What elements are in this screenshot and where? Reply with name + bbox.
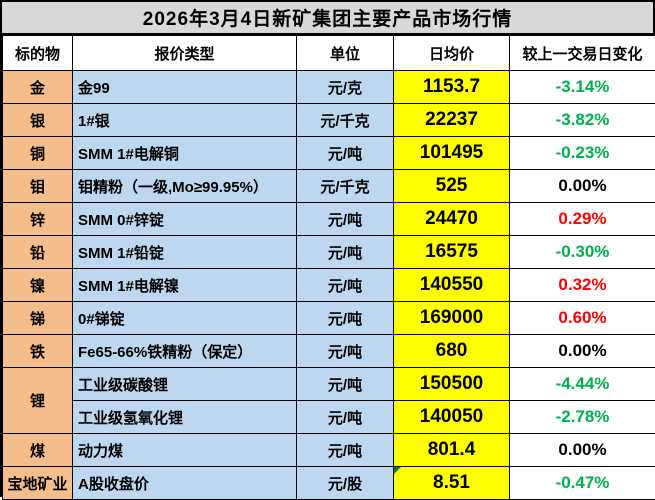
unit-cell: 元/千克: [297, 170, 394, 203]
unit-cell: 元/吨: [297, 137, 394, 170]
unit-cell: 元/吨: [297, 401, 394, 434]
column-header-price: 日均价: [394, 36, 510, 71]
price-cell: 680: [394, 335, 510, 368]
price-cell: 140550: [394, 269, 510, 302]
subject-cell: 铅: [3, 236, 73, 269]
unit-cell: 元/吨: [297, 203, 394, 236]
column-header-change: 较上一交易日变化: [510, 36, 655, 71]
subject-cell: 锌: [3, 203, 73, 236]
type-cell: SMM 1#电解铜: [73, 137, 297, 170]
price-cell: 24470: [394, 203, 510, 236]
table-row-molybdenum: 钼 钼精粉（一级,Mo≥99.95%） 元/千克 525 0.00%: [3, 170, 655, 203]
change-cell: 0.00%: [510, 434, 655, 467]
type-cell: Fe65-66%铁精粉（保定）: [73, 335, 297, 368]
change-cell: -3.14%: [510, 71, 655, 104]
table-row-zinc: 锌 SMM 0#锌锭 元/吨 24470 0.29%: [3, 203, 655, 236]
header-row: 标的物 报价类型 单位 日均价 较上一交易日变化: [3, 36, 655, 71]
subject-cell: 锑: [3, 302, 73, 335]
subject-cell: 银: [3, 104, 73, 137]
price-cell: 150500: [394, 368, 510, 401]
table-row-antimony: 锑 0#锑锭 元/吨 169000 0.60%: [3, 302, 655, 335]
subject-cell: 煤: [3, 434, 73, 467]
type-cell: 1#银: [73, 104, 297, 137]
table-row-copper: 铜 SMM 1#电解铜 元/吨 101495 -0.23%: [3, 137, 655, 170]
price-cell: 140050: [394, 401, 510, 434]
unit-cell: 元/股: [297, 467, 394, 500]
type-cell: SMM 0#锌锭: [73, 203, 297, 236]
subject-cell: 铁: [3, 335, 73, 368]
subject-cell: 宝地矿业: [3, 467, 73, 500]
unit-cell: 元/吨: [297, 434, 394, 467]
unit-cell: 元/吨: [297, 368, 394, 401]
type-cell: 钼精粉（一级,Mo≥99.95%）: [73, 170, 297, 203]
table-row-baodi-mining: 宝地矿业 A股收盘价 元/股 8.51 -0.47%: [3, 467, 655, 500]
table-row-lithium-hydroxide: 工业级氢氧化锂 元/吨 140050 -2.78%: [3, 401, 655, 434]
change-cell: -0.30%: [510, 236, 655, 269]
price-table: 标的物 报价类型 单位 日均价 较上一交易日变化 金 金99 元/克 1153.…: [2, 35, 655, 500]
change-cell: 0.60%: [510, 302, 655, 335]
change-cell: -0.23%: [510, 137, 655, 170]
type-cell: 动力煤: [73, 434, 297, 467]
type-cell: 工业级碳酸锂: [73, 368, 297, 401]
unit-cell: 元/吨: [297, 236, 394, 269]
page-title: 2026年3月4日新矿集团主要产品市场行情: [2, 2, 653, 35]
unit-cell: 元/吨: [297, 335, 394, 368]
unit-cell: 元/吨: [297, 269, 394, 302]
table-row-iron: 铁 Fe65-66%铁精粉（保定） 元/吨 680 0.00%: [3, 335, 655, 368]
price-cell: 801.4: [394, 434, 510, 467]
price-cell: 22237: [394, 104, 510, 137]
subject-cell: 钼: [3, 170, 73, 203]
type-cell: SMM 1#铅锭: [73, 236, 297, 269]
subject-cell: 镍: [3, 269, 73, 302]
subject-cell-lithium: 锂: [3, 368, 73, 434]
table-row-gold: 金 金99 元/克 1153.7 -3.14%: [3, 71, 655, 104]
price-cell: 525: [394, 170, 510, 203]
price-cell: 101495: [394, 137, 510, 170]
type-cell: 0#锑锭: [73, 302, 297, 335]
change-cell: -2.78%: [510, 401, 655, 434]
unit-cell: 元/克: [297, 71, 394, 104]
column-header-subject: 标的物: [3, 36, 73, 71]
change-cell: -4.44%: [510, 368, 655, 401]
table-row-coal: 煤 动力煤 元/吨 801.4 0.00%: [3, 434, 655, 467]
change-cell: 0.00%: [510, 335, 655, 368]
price-cell: 1153.7: [394, 71, 510, 104]
change-cell: -0.47%: [510, 467, 655, 500]
cell-comment-flag-icon: [394, 467, 401, 474]
subject-cell: 金: [3, 71, 73, 104]
unit-cell: 元/吨: [297, 302, 394, 335]
column-header-type: 报价类型: [73, 36, 297, 71]
unit-cell: 元/千克: [297, 104, 394, 137]
table-row-lead: 铅 SMM 1#铅锭 元/吨 16575 -0.30%: [3, 236, 655, 269]
change-cell: 0.29%: [510, 203, 655, 236]
type-cell: SMM 1#电解镍: [73, 269, 297, 302]
price-value: 8.51: [433, 472, 470, 493]
table-row-lithium-carbonate: 锂 工业级碳酸锂 元/吨 150500 -4.44%: [3, 368, 655, 401]
subject-cell: 铜: [3, 137, 73, 170]
table-row-nickel: 镍 SMM 1#电解镍 元/吨 140550 0.32%: [3, 269, 655, 302]
table-row-silver: 银 1#银 元/千克 22237 -3.82%: [3, 104, 655, 137]
price-cell: 16575: [394, 236, 510, 269]
type-cell: 工业级氢氧化锂: [73, 401, 297, 434]
change-cell: -3.82%: [510, 104, 655, 137]
type-cell: A股收盘价: [73, 467, 297, 500]
price-cell: 169000: [394, 302, 510, 335]
price-cell-with-flag: 8.51: [394, 467, 510, 500]
type-cell: 金99: [73, 71, 297, 104]
change-cell: 0.32%: [510, 269, 655, 302]
column-header-unit: 单位: [297, 36, 394, 71]
change-cell: 0.00%: [510, 170, 655, 203]
